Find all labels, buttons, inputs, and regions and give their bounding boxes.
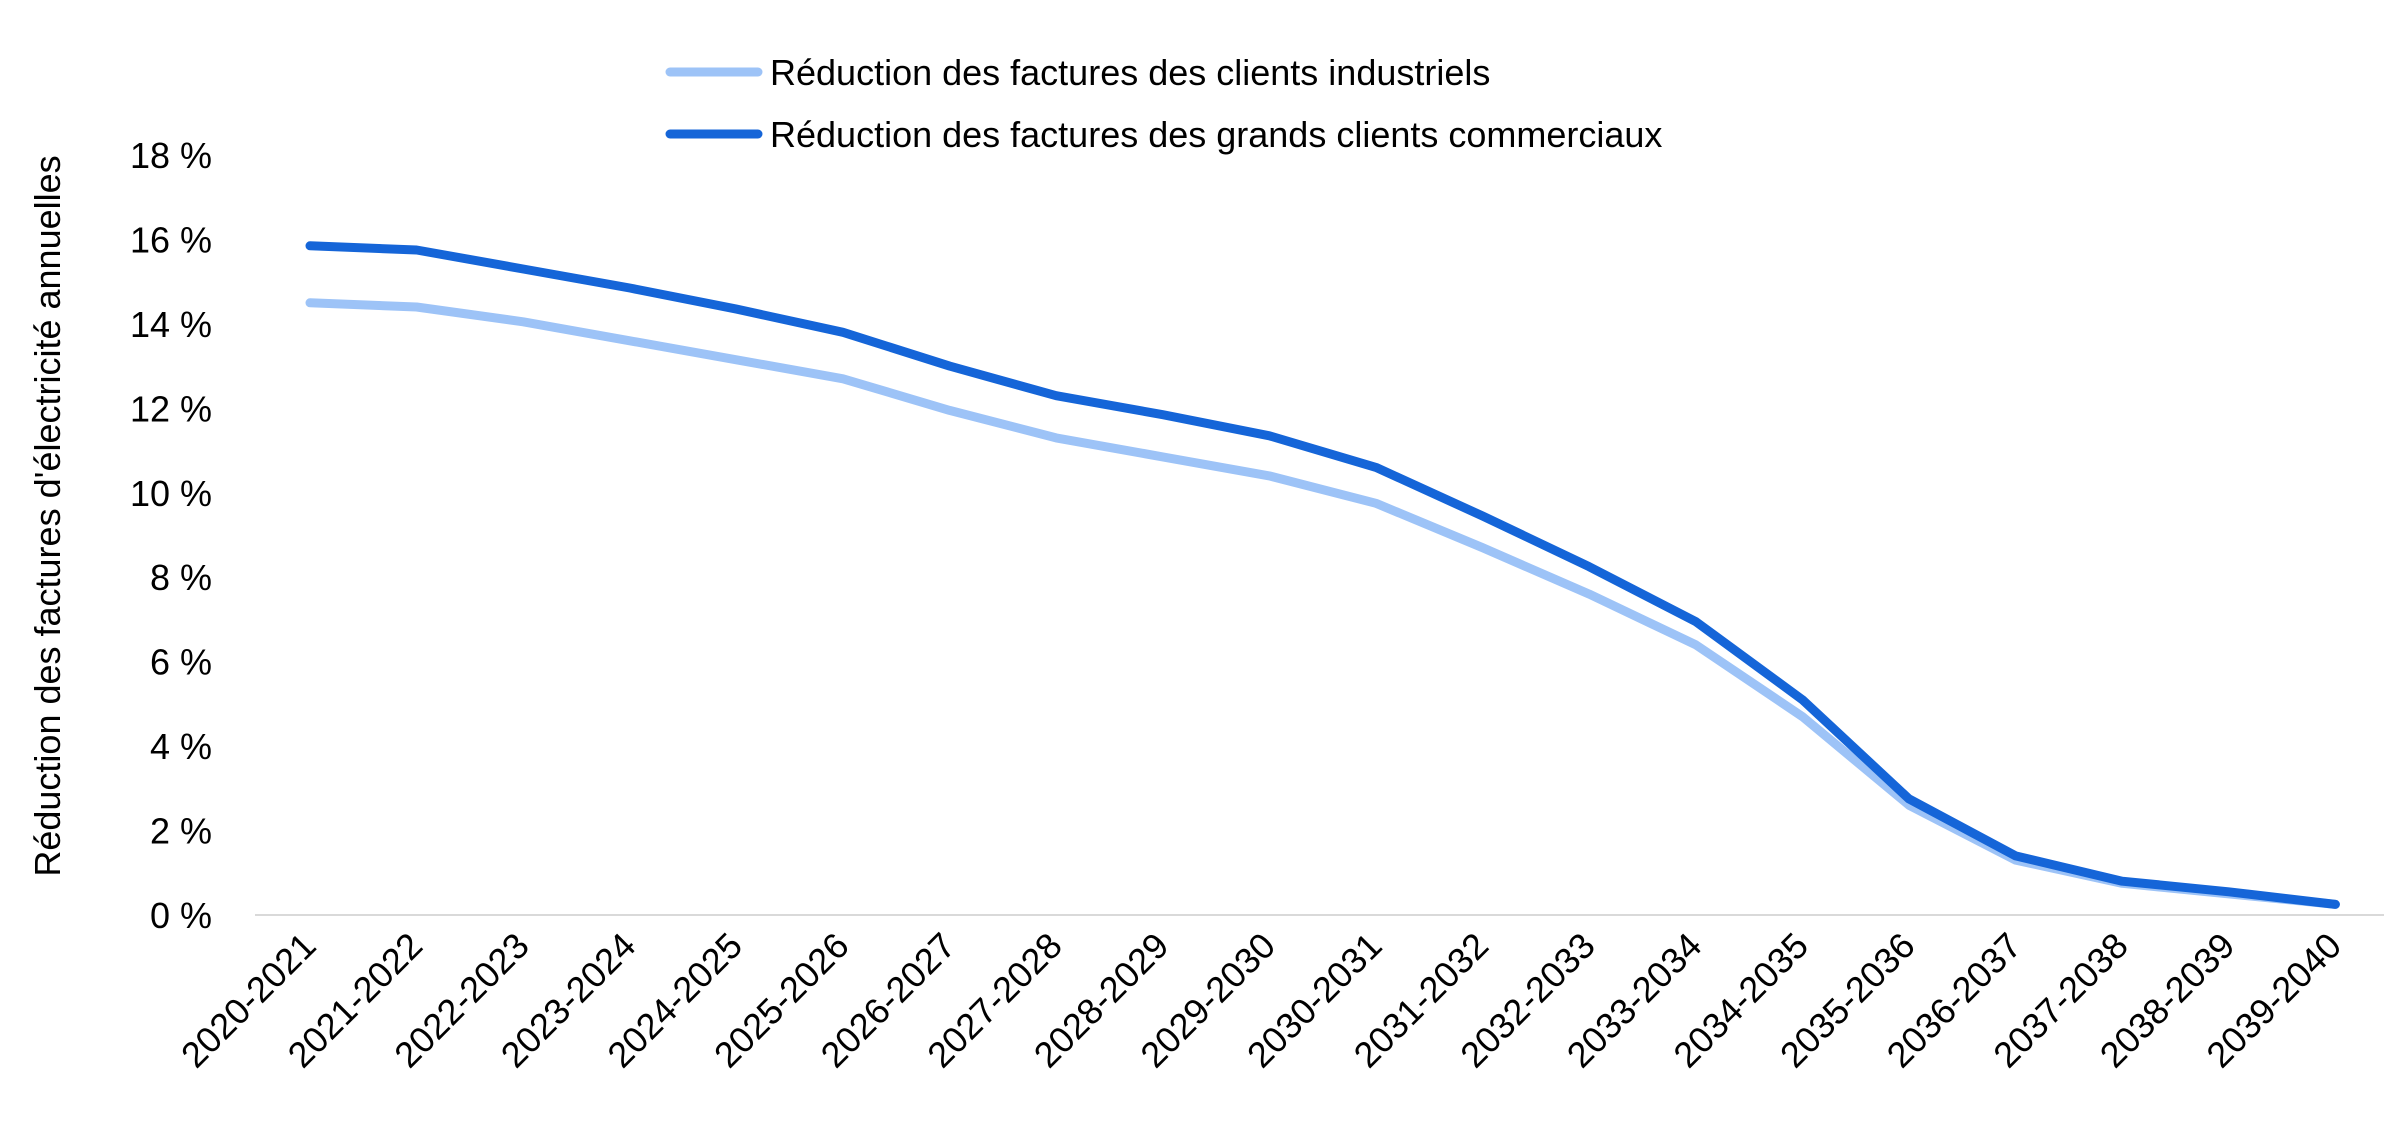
legend-item-1: Réduction des factures des clients indus… xyxy=(665,52,1490,93)
y-axis-title: Réduction des factures d'électricité ann… xyxy=(27,155,68,876)
y-tick-label: 2 % xyxy=(150,811,212,852)
y-tick-label: 14 % xyxy=(130,304,212,345)
legend: Réduction des factures des clients indus… xyxy=(665,52,1662,155)
legend-label: Réduction des factures des clients indus… xyxy=(770,52,1490,93)
series-line-1 xyxy=(305,298,2340,909)
series-line-2 xyxy=(305,241,2340,909)
legend-label: Réduction des factures des grands client… xyxy=(770,114,1662,155)
y-tick-label: 18 % xyxy=(130,135,212,176)
x-axis-ticks: 2020-20212021-20222022-20232023-20242024… xyxy=(173,925,2349,1076)
y-tick-label: 6 % xyxy=(150,642,212,683)
y-tick-label: 4 % xyxy=(150,726,212,767)
y-tick-label: 16 % xyxy=(130,219,212,260)
y-tick-label: 12 % xyxy=(130,388,212,429)
y-axis-ticks: 0 % 2 % 4 % 6 % 8 % 10 % 12 % 14 % 16 % 18 % xyxy=(130,135,212,936)
legend-item-2: Réduction des factures des grands client… xyxy=(665,114,1662,155)
y-tick-label: 10 % xyxy=(130,473,212,514)
y-tick-label: 8 % xyxy=(150,557,212,598)
series-lines xyxy=(305,241,2340,909)
y-tick-label: 0 % xyxy=(150,895,212,936)
